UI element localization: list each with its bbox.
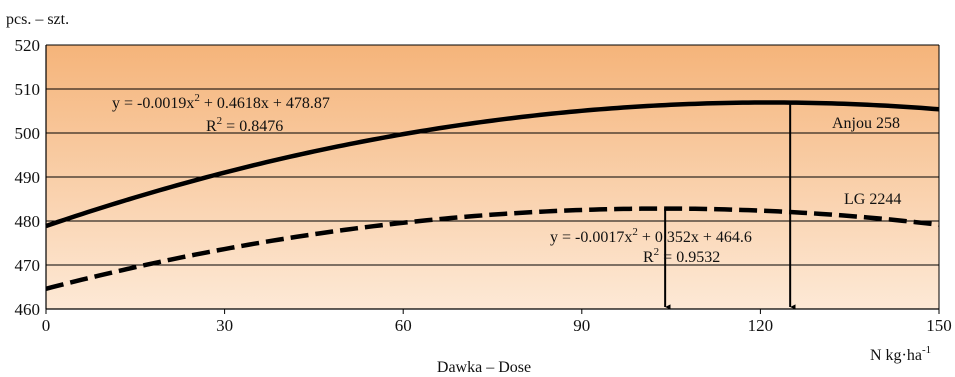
equation-anjou-258: y = -0.0019x2 + 0.4618x + 478.87 (112, 92, 330, 112)
y-tick-label: 490 (15, 168, 41, 187)
x-axis-label: Dawka – Dose (437, 359, 531, 376)
x-tick-label: 60 (395, 316, 412, 335)
series-label-anjou-258: Anjou 258 (832, 115, 900, 132)
x-tick-label: 90 (573, 316, 590, 335)
x-tick-label: 120 (748, 316, 774, 335)
y-tick-labels: 460 470 480 490 500 510 520 (15, 36, 41, 319)
series-label-lg-2244: LG 2244 (844, 191, 901, 208)
y-tick-label: 480 (15, 212, 41, 231)
x-tick-label: 0 (42, 316, 51, 335)
y-tick-label: 470 (15, 256, 41, 275)
y-tick-label: 520 (15, 36, 41, 55)
y-tick-label: 510 (15, 80, 41, 99)
x-tick-label: 30 (216, 316, 233, 335)
y-tick-label: 460 (15, 300, 41, 319)
axes (45, 45, 940, 314)
x-axis-unit: N kg·ha-1 (870, 344, 931, 364)
r2-anjou-258: R2 = 0.8476 (206, 115, 283, 135)
x-tick-labels: 0 30 60 90 120 150 (42, 316, 952, 335)
x-tick-label: 150 (926, 316, 952, 335)
y-tick-label: 500 (15, 124, 41, 143)
y-axis-label: pcs. – szt. (6, 11, 69, 28)
optimum-arrows (664, 102, 796, 310)
equation-lg-2244: y = -0.0017x2 + 0.352x + 464.6 (550, 226, 752, 246)
r2-lg-2244: R2 = 0.9532 (643, 246, 720, 266)
